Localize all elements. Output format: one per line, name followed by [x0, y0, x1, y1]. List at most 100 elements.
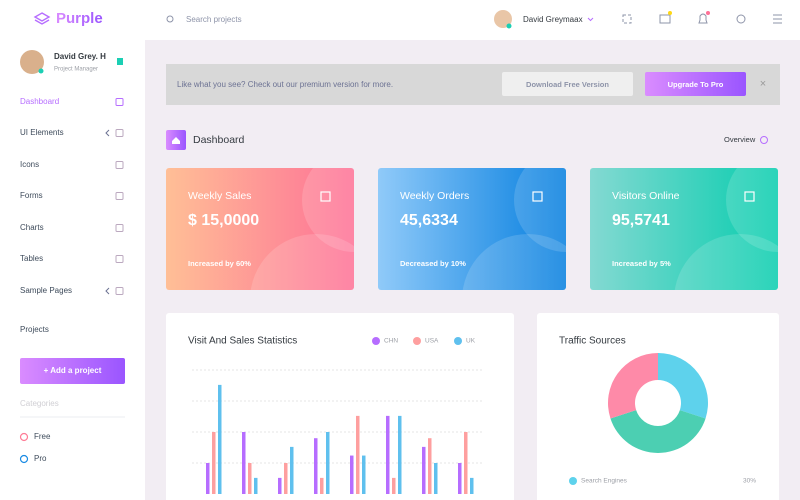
overview-link[interactable]: Overview	[724, 135, 756, 144]
bar	[470, 477, 474, 494]
card-title: Weekly Orders	[400, 190, 469, 202]
menu-item[interactable]: Dashboard	[20, 97, 59, 106]
chart-title: Traffic Sources	[559, 336, 626, 347]
chevron	[105, 129, 110, 137]
deco-circle	[726, 168, 778, 252]
deco-circle	[302, 168, 354, 252]
user-name[interactable]: David Greymaax	[523, 15, 583, 24]
bar	[326, 432, 330, 494]
bar	[398, 415, 402, 494]
projects-label: Projects	[20, 325, 49, 334]
power-icon[interactable]	[736, 14, 746, 24]
bar	[458, 463, 462, 494]
donut-segment	[658, 353, 708, 419]
mail-icon[interactable]	[659, 14, 671, 24]
bar	[278, 477, 282, 494]
navbar	[0, 0, 800, 40]
card-value: $ 15,0000	[188, 212, 259, 229]
promo-text: Like what you see? Check out our premium…	[177, 80, 393, 89]
bar	[254, 477, 258, 494]
stat-card	[590, 168, 778, 290]
bar	[464, 432, 468, 494]
bar	[428, 438, 432, 494]
bar	[314, 438, 318, 494]
user-avatar[interactable]	[494, 10, 512, 28]
card-value: 95,5741	[612, 212, 670, 229]
card-icon	[744, 191, 755, 202]
bar	[218, 384, 222, 494]
bar	[434, 463, 438, 494]
menu-icon	[115, 255, 124, 263]
menu-item[interactable]: Charts	[20, 223, 44, 232]
card-note: Decreased by 10%	[400, 259, 466, 268]
menu-icon	[115, 161, 124, 169]
page-title: Dashboard	[193, 134, 245, 146]
menu-icon	[115, 287, 124, 295]
legend-dot	[413, 337, 421, 345]
profile-avatar	[20, 50, 44, 74]
card-note: Increased by 60%	[188, 259, 251, 268]
category[interactable]: Pro	[34, 454, 47, 463]
traffic-panel	[537, 313, 779, 500]
donut-segment	[608, 353, 658, 419]
add-project-label[interactable]: + Add a project	[44, 366, 102, 375]
stat-card	[378, 168, 566, 290]
home-glyph	[172, 137, 180, 144]
bar	[350, 455, 354, 494]
menu-item[interactable]: Forms	[20, 191, 43, 200]
menu-icon	[115, 129, 124, 137]
card-icon	[532, 191, 543, 202]
brand[interactable]: Purple	[56, 10, 103, 27]
menu-item[interactable]: UI Elements	[20, 128, 64, 137]
card-value: 45,6334	[400, 212, 458, 229]
chevron	[105, 287, 110, 295]
menu-icon	[115, 224, 124, 232]
menu-item[interactable]: Sample Pages	[20, 286, 72, 295]
menu-icon	[115, 192, 124, 200]
search-input[interactable]: Search projects	[186, 15, 242, 24]
bar	[284, 463, 288, 494]
donut-segment	[610, 410, 706, 453]
legend-dot	[372, 337, 380, 345]
bar	[362, 455, 366, 494]
fullscreen-icon[interactable]	[622, 14, 632, 24]
bell-icon[interactable]	[698, 13, 708, 24]
bookmark-icon	[117, 58, 123, 65]
bar	[392, 477, 396, 494]
menu-item[interactable]: Tables	[20, 254, 43, 263]
bar	[356, 415, 360, 494]
category-dot	[19, 432, 29, 442]
stats-panel	[166, 313, 514, 500]
close-button[interactable]: ×	[760, 78, 766, 90]
bar	[242, 432, 246, 494]
legend-label: USA	[425, 338, 439, 345]
status-dot	[506, 23, 512, 29]
deco-circle	[250, 234, 354, 290]
categories-label: Categories	[20, 399, 59, 408]
legend-label: Search Engines	[581, 478, 628, 485]
card-icon	[320, 191, 331, 202]
menu-item[interactable]: Icons	[20, 160, 39, 169]
add-project-button[interactable]	[20, 358, 125, 384]
card-decoration	[250, 168, 354, 290]
legend-label: UK	[466, 338, 476, 345]
profile-role: Project Manager	[54, 67, 98, 73]
card-title: Weekly Sales	[188, 190, 251, 202]
legend-label: CHN	[384, 338, 398, 345]
bar	[386, 415, 390, 494]
upgrade-label[interactable]: Upgrade To Pro	[668, 80, 724, 89]
bell-badge	[706, 11, 710, 15]
upgrade-button[interactable]	[645, 72, 746, 96]
bar	[206, 463, 210, 494]
profile-status	[38, 68, 44, 74]
category-dot	[19, 454, 29, 464]
menu-icon[interactable]	[773, 14, 782, 24]
download-label[interactable]: Download Free Version	[526, 80, 609, 89]
bar	[290, 446, 294, 494]
search-icon	[166, 15, 174, 23]
bar	[212, 432, 216, 494]
logo-icon	[33, 12, 51, 25]
download-button[interactable]	[502, 72, 633, 96]
category[interactable]: Free	[34, 432, 51, 441]
